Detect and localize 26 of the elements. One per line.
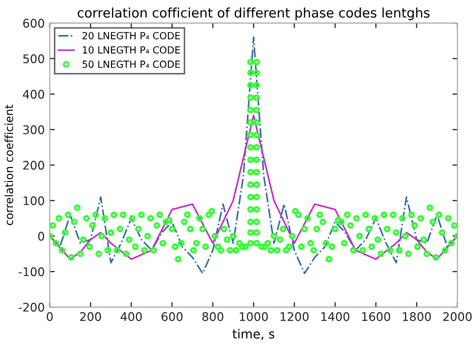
y-axis-title: correlation coefficient [4,104,14,226]
x-tick-label: 1600 [362,312,390,322]
x-tick-label: 1400 [321,312,350,322]
y-tick-label: 600 [23,18,44,28]
y-tick-label: 100 [24,196,44,206]
y-tick-label: 500 [23,54,44,64]
legend-label: 50 LNEGTH P₄ CODE [82,60,180,68]
x-axis-title: time, s [232,328,274,340]
y-tick-label: 0 [38,232,44,241]
y-tick-label: 300 [23,125,44,134]
y-tick-label: -100 [18,267,44,276]
x-tick-label: 2000 [443,312,472,322]
x-tick-label: 800 [202,312,224,322]
x-tick-label: 1000 [240,312,268,322]
x-tick-label: 1800 [402,312,431,322]
x-tick-label: 0 [46,312,53,322]
x-tick-label: 400 [120,312,142,322]
y-tick-label: -200 [18,302,44,312]
x-tick-label: 1200 [280,312,309,322]
legend-label: 20 LNEGTH P₄ CODE [82,32,180,40]
chart-title: correlation cofficient of different phase codes lentghs [78,7,430,20]
y-tick-label: 200 [23,160,44,170]
x-tick-label: 600 [162,312,183,322]
y-tick-label: 400 [22,90,44,99]
legend-label: 10 LNEGTH P₄ CODE [82,46,180,54]
x-tick-label: 200 [80,312,102,322]
